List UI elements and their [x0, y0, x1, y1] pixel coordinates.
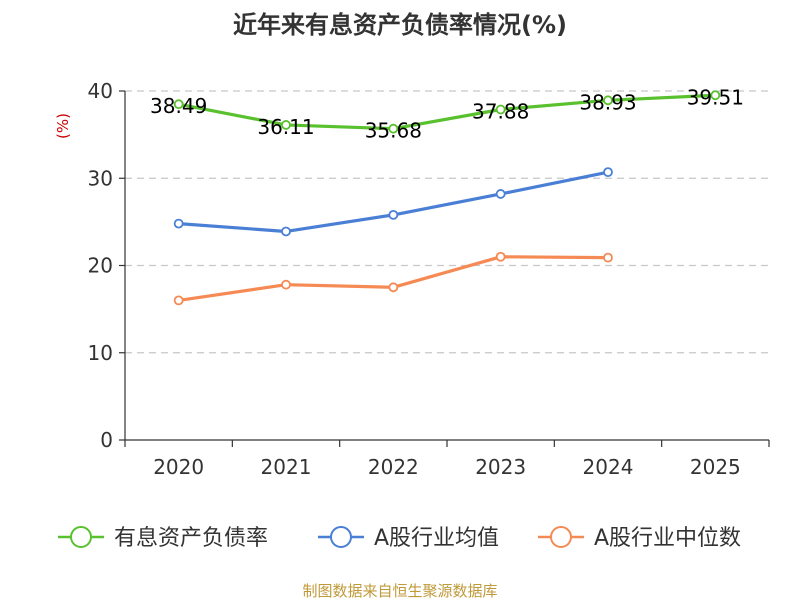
axes: 0 10 20 30 40 2020 2021 2022 2023 2024 2025: [88, 79, 770, 479]
data-point[interactable]: [388, 123, 399, 134]
data-point[interactable]: [281, 120, 291, 130]
data-point[interactable]: [173, 218, 184, 229]
grid: [125, 90, 769, 354]
legend-item[interactable]: A股行业中位数: [538, 526, 741, 551]
data-point[interactable]: [281, 226, 291, 237]
data-point[interactable]: [495, 104, 506, 115]
legend-item[interactable]: A股行业均值: [318, 526, 499, 551]
data-labels: 38.49 36.11 35.68 37.88 38.93 39.51: [150, 85, 744, 142]
legend-marker: [70, 526, 92, 548]
data-point[interactable]: [281, 279, 291, 290]
data-label: 36.11: [257, 115, 314, 139]
data-point[interactable]: [173, 99, 184, 110]
legend-label: A股行业中位数: [594, 526, 741, 551]
legend-marker: [550, 526, 572, 548]
x-tick-label: 2023: [475, 455, 526, 479]
y-tick-label: 10: [88, 341, 113, 365]
y-tick-label: 40: [88, 79, 113, 103]
data-point[interactable]: [495, 251, 506, 262]
x-tick-label: 2025: [690, 455, 741, 479]
legend[interactable]: 有息资产负债率 A股行业均值 A股行业中位数: [58, 526, 741, 551]
y-tick-label: 20: [88, 254, 113, 278]
series-line: [178, 170, 609, 234]
legend-label: A股行业均值: [374, 526, 499, 551]
data-point[interactable]: [173, 295, 184, 306]
data-point[interactable]: [388, 209, 399, 220]
source-note: 制图数据来自恒生聚源数据库: [302, 582, 497, 600]
y-axis-label: (%): [54, 113, 72, 139]
x-tick-label: 2020: [153, 455, 204, 479]
data-point[interactable]: [603, 95, 613, 106]
data-point[interactable]: [710, 90, 721, 101]
x-tick-label: 2021: [261, 455, 312, 479]
y-tick-label: 30: [88, 166, 113, 190]
chart-title: 近年来有息资产负债率情况(%): [233, 11, 567, 39]
y-tick-label: 0: [100, 428, 113, 452]
x-tick-label: 2024: [583, 455, 634, 479]
data-point[interactable]: [603, 167, 613, 178]
series-line: [178, 93, 716, 131]
series-line: [178, 255, 609, 302]
data-point[interactable]: [388, 282, 399, 293]
data-label: 37.88: [472, 99, 529, 123]
legend-label: 有息资产负债率: [114, 526, 268, 551]
data-point[interactable]: [603, 252, 613, 263]
data-point[interactable]: [495, 189, 506, 199]
data-label: 38.93: [579, 90, 636, 114]
legend-marker: [330, 526, 352, 548]
series-layer: [173, 90, 721, 306]
data-label: 35.68: [365, 119, 422, 143]
data-label: 39.51: [687, 85, 744, 109]
data-label: 38.49: [150, 94, 207, 118]
x-tick-label: 2022: [368, 455, 419, 479]
legend-item[interactable]: 有息资产负债率: [58, 526, 268, 551]
